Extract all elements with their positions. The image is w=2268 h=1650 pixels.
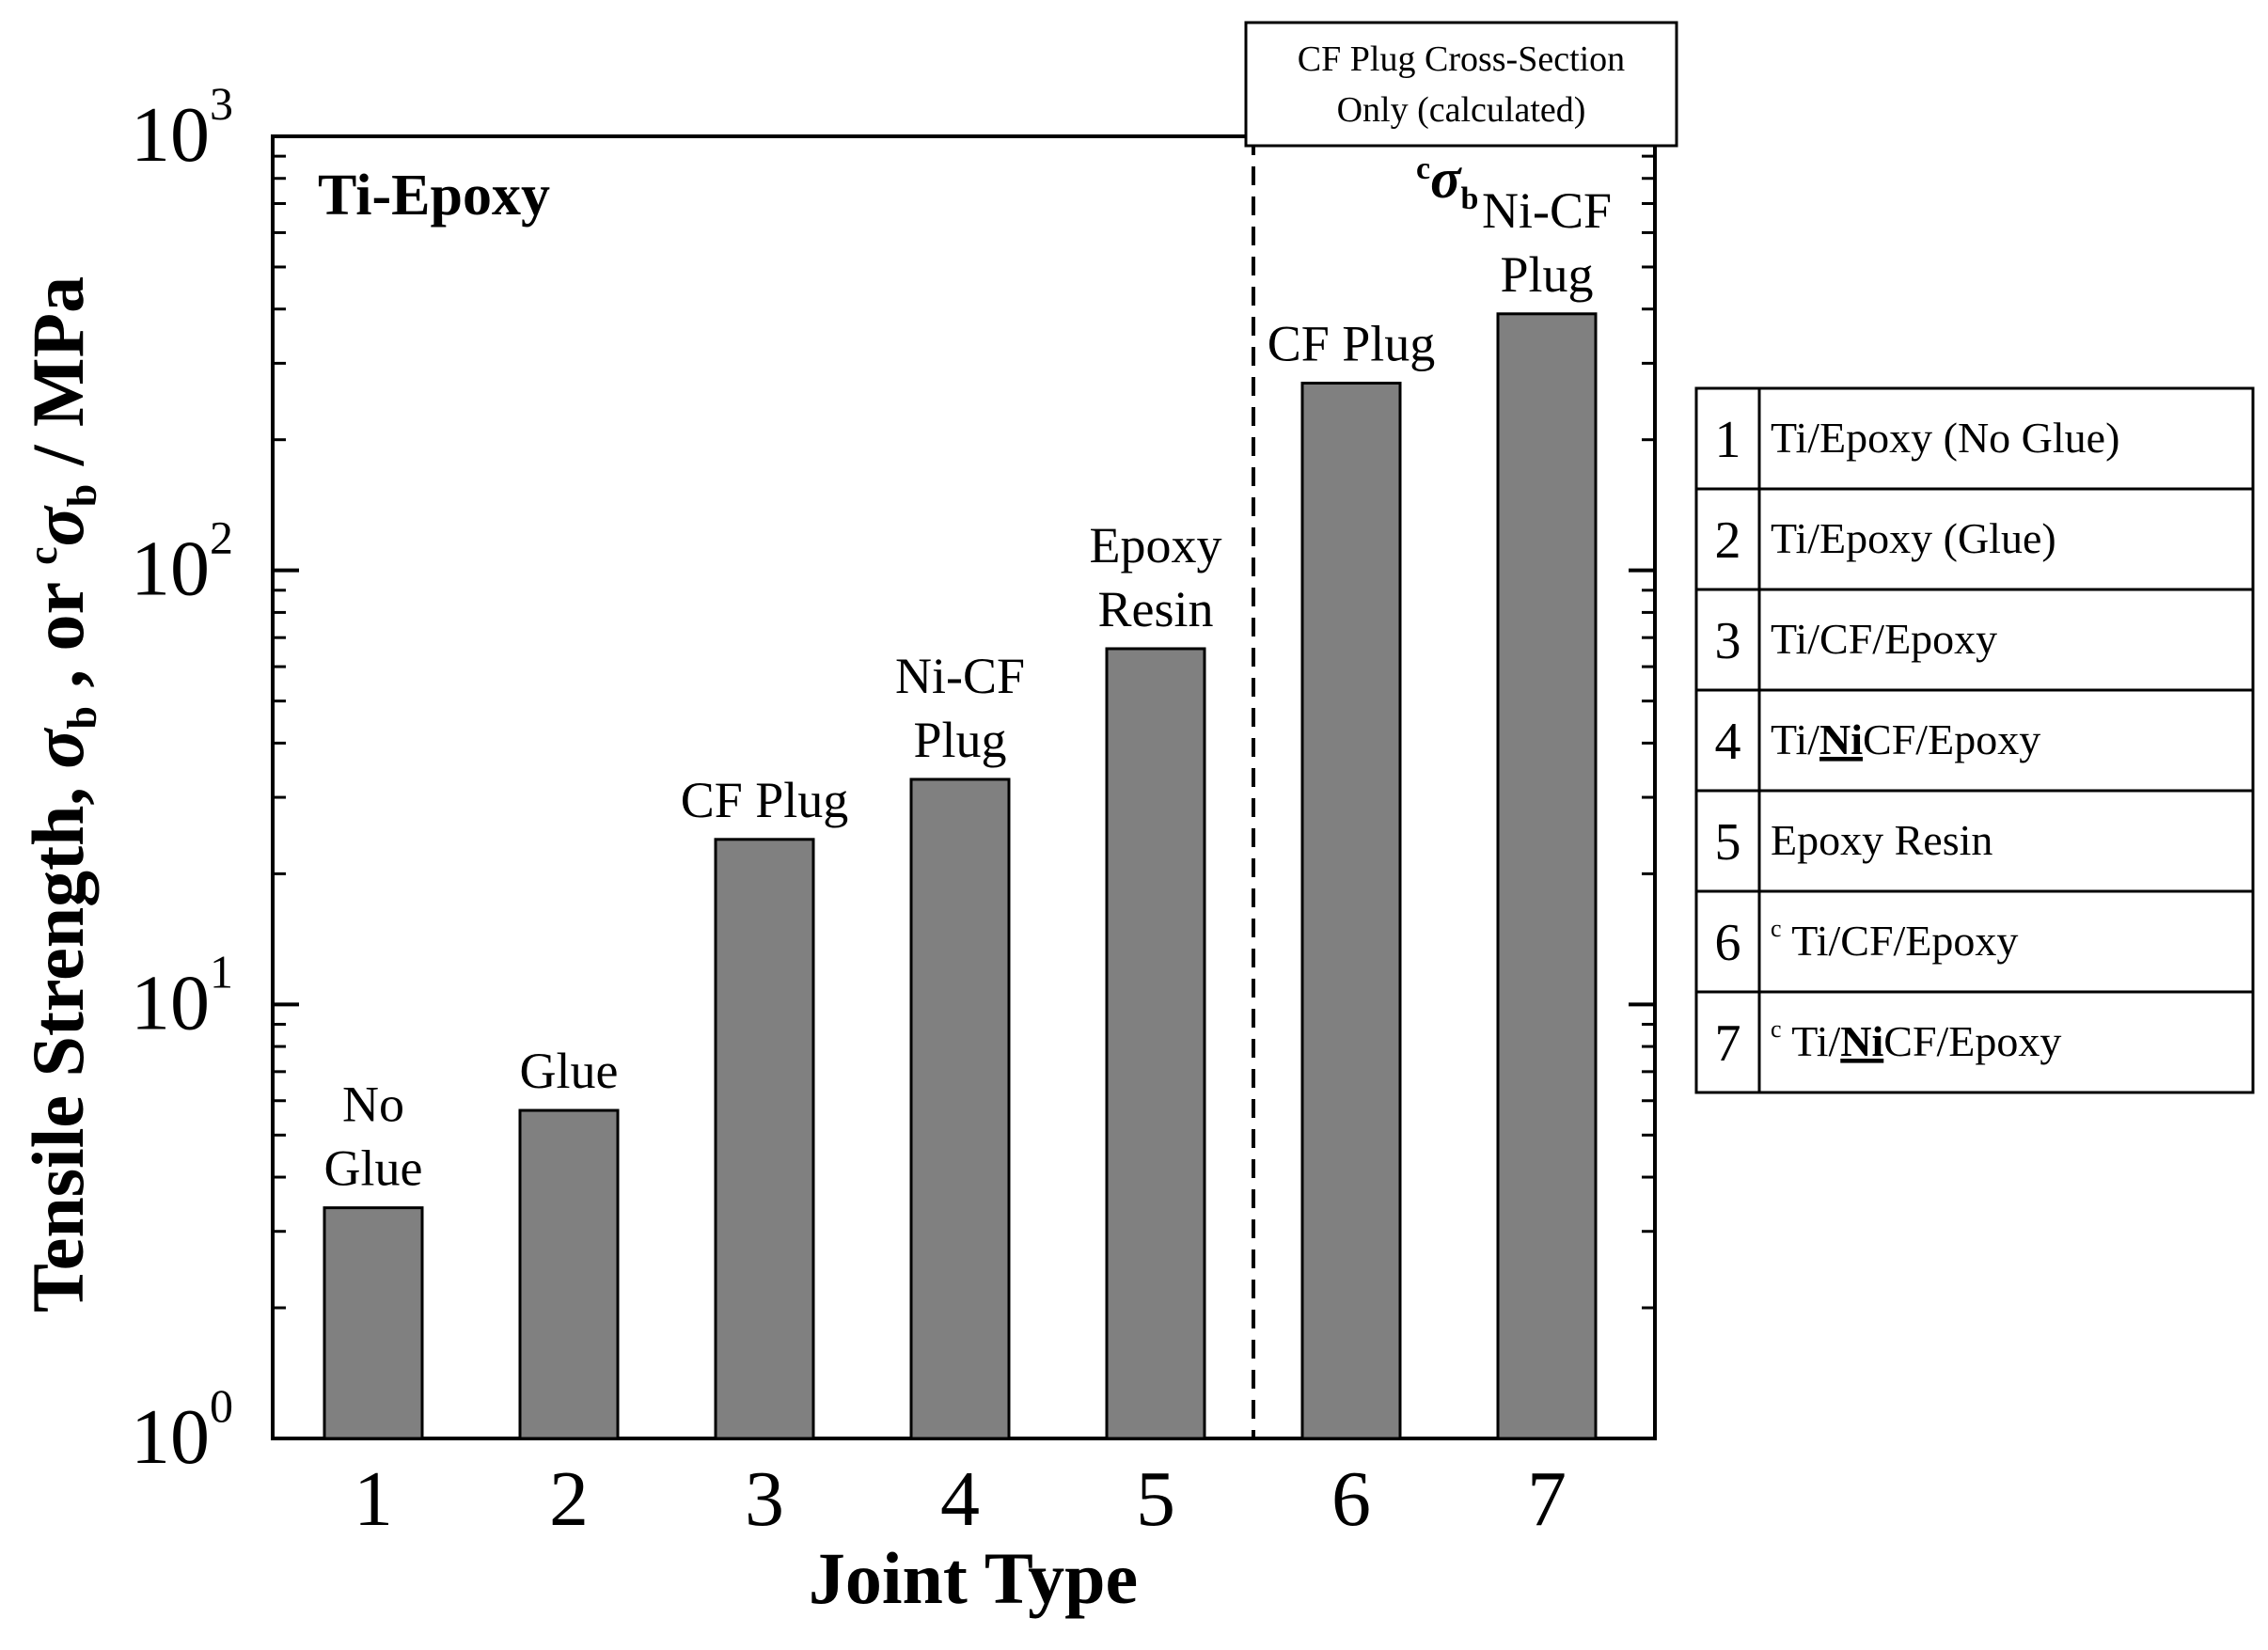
legend-row-text: c Ti/CF/Epoxy	[1771, 915, 2018, 965]
legend-row-number: 1	[1715, 411, 1741, 469]
bars-group	[323, 312, 1598, 1440]
bar-label: No	[342, 1076, 404, 1133]
bar-label: Resin	[1097, 581, 1213, 637]
legend-row-number: 5	[1715, 813, 1741, 872]
bar-5	[1105, 647, 1206, 1440]
bar-7	[1496, 312, 1598, 1440]
bar-6	[1300, 382, 1402, 1440]
bar-4	[909, 778, 1011, 1440]
legend-border	[1694, 386, 2255, 1094]
x-tick-label: 7	[1527, 1455, 1567, 1543]
legend-row-text: c Ti/NiCF/Epoxy	[1771, 1015, 2061, 1065]
bar-label: CF Plug	[681, 772, 849, 828]
legend-row-text: Ti/Epoxy (No Glue)	[1771, 414, 2119, 462]
x-tick-label: 6	[1331, 1455, 1371, 1543]
legend-row-number: 2	[1715, 511, 1741, 570]
legend-row-text: Ti/NiCF/Epoxy	[1771, 715, 2040, 763]
panel-label: Ti-Epoxy	[318, 164, 550, 228]
legend-row-number: 7	[1715, 1014, 1741, 1073]
bar-label: CF Plug	[1268, 316, 1436, 372]
bar-1	[323, 1206, 424, 1440]
y-tick-label: 101	[131, 945, 233, 1046]
section-box	[1244, 21, 1678, 148]
y-tick-label: 103	[131, 77, 233, 179]
bar-label: Glue	[520, 1043, 619, 1099]
x-axis-label: Joint Type	[809, 1537, 1138, 1619]
bar-labels-group: No Glue Glue CF Plug Ni-CF Plug Epoxy Resin CF P…	[324, 182, 1613, 1197]
calculated-sigma-symbol: cσb	[1416, 148, 1478, 216]
bar-label: Plug	[913, 712, 1006, 768]
bar-label: Epoxy	[1090, 517, 1222, 574]
bar-label: Plug	[1500, 246, 1593, 303]
legend-row-text: Epoxy Resin	[1771, 816, 1992, 864]
bar-label: Ni-CF	[895, 648, 1025, 704]
bar-3	[714, 838, 815, 1440]
y-axis-label: Tensile Strength, σb , or cσb / MPa	[17, 276, 105, 1312]
x-tick-label: 2	[549, 1455, 589, 1543]
legend-row-number: 3	[1715, 612, 1741, 670]
bar-2	[518, 1108, 620, 1440]
y-tick-label: 100	[131, 1379, 233, 1481]
legend-row-number: 4	[1715, 713, 1741, 771]
legend-row-number: 6	[1715, 914, 1741, 972]
x-tick-label: 3	[745, 1455, 784, 1543]
legend-table: 1 Ti/Epoxy (No Glue) 2 Ti/Epoxy (Glue) 3 Ti/C…	[1694, 386, 2255, 1094]
legend-row-text: Ti/Epoxy (Glue)	[1771, 514, 2056, 562]
y-tick-labels: 100 101 102 103	[131, 77, 233, 1481]
y-tick-label: 102	[131, 511, 233, 613]
section-box-line1: CF Plug Cross-Section	[1298, 39, 1625, 79]
section-box-line2: Only (calculated)	[1337, 90, 1586, 130]
y-minor-ticks	[273, 154, 1655, 1310]
bar-label: Glue	[324, 1140, 423, 1197]
x-tick-label: 4	[940, 1455, 980, 1543]
x-tick-labels: 1 2 3 4 5 6 7	[354, 1455, 1567, 1543]
x-tick-label: 1	[354, 1455, 393, 1543]
bar-label: Ni-CF	[1482, 182, 1612, 239]
legend-row-text: Ti/CF/Epoxy	[1771, 615, 1997, 663]
x-tick-label: 5	[1136, 1455, 1175, 1543]
